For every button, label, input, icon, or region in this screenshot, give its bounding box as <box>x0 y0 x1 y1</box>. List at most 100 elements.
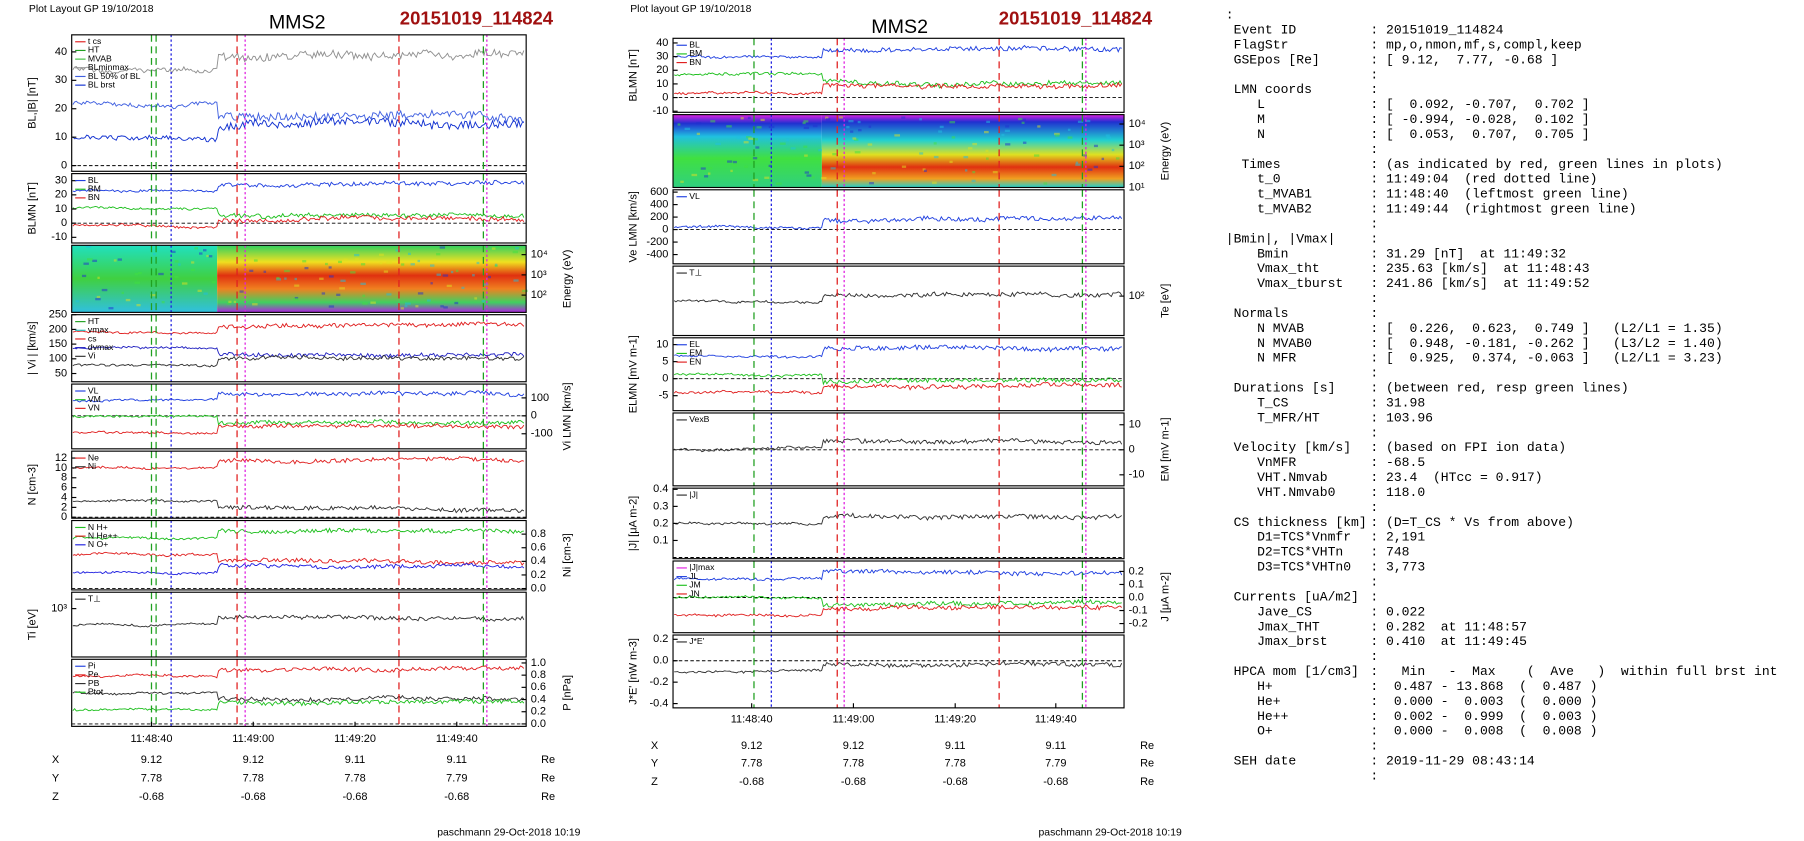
listing-key: D3=TCS*VHTn0 <box>1226 560 1351 575</box>
footer: paschmann 29-Oct-2018 10:19 <box>1039 828 1182 839</box>
spectrogram-speckle <box>691 173 698 177</box>
spectrogram-speckle <box>161 301 165 304</box>
spectrogram-speckle <box>830 167 836 170</box>
listing-value: : 0.000 - 0.008 ( 0.008 ) <box>1370 724 1597 739</box>
y-tick-label: 5 <box>662 356 668 368</box>
spectrogram-speckle <box>252 303 258 306</box>
spectrogram-speckle <box>858 128 862 132</box>
listing-value: : <box>1370 425 1378 440</box>
spectrogram-speckle <box>727 160 733 163</box>
trace <box>72 562 525 576</box>
legend-entry: EM <box>689 348 702 358</box>
spectrogram-speckle <box>276 276 280 280</box>
spectrogram-speckle <box>804 171 810 174</box>
spectrogram-pre <box>673 114 822 188</box>
spectrogram-speckle <box>253 259 258 262</box>
spectrogram-speckle <box>748 137 754 140</box>
spectrogram-speckle <box>225 259 231 262</box>
spectrogram-speckle <box>818 148 822 152</box>
y-tick-label: 10³ <box>51 603 67 615</box>
legend-entry: |J| <box>689 489 698 499</box>
y-tick-label: 4 <box>61 491 67 503</box>
spectrogram-speckle <box>740 117 744 120</box>
ephemeris-unit: Re <box>1140 776 1154 788</box>
ephemeris-value: 9.11 <box>447 754 468 766</box>
spectrogram-speckle <box>158 272 164 276</box>
ephemeris-value: 9.11 <box>1046 740 1067 752</box>
y-tick-label: 0.4 <box>531 555 546 567</box>
y-tick-label: 40 <box>55 46 67 58</box>
panel-background <box>71 592 527 657</box>
y-tick-label: 10⁴ <box>531 249 548 261</box>
ephemeris-value: 9.12 <box>741 740 762 752</box>
ephemeris-unit: Re <box>1140 740 1154 752</box>
spectrogram-speckle <box>852 137 857 140</box>
listing-key: VHT.Nmvab0 <box>1226 485 1336 500</box>
trace <box>72 691 525 703</box>
spectrogram-speckle <box>901 116 906 119</box>
legend-entry: N H+ <box>88 522 108 532</box>
spectrogram-speckle <box>476 261 480 265</box>
spectrogram-speckle <box>932 181 937 184</box>
spectrogram-speckle <box>491 247 496 250</box>
listing-value: : 235.63 [km/s] at 11:48:43 <box>1370 261 1589 276</box>
listing-value: : <box>1370 67 1378 82</box>
spectrogram-speckle <box>1055 134 1060 137</box>
spectrogram-speckle <box>455 269 459 273</box>
y-tick-label: 200 <box>650 211 668 223</box>
listing-value: : 11:49:04 (red dotted line) <box>1370 172 1597 187</box>
spectrogram-speckle <box>197 289 202 292</box>
panel-frame <box>672 189 1125 265</box>
trace <box>72 117 525 143</box>
panel-background <box>71 34 527 172</box>
panel-frame <box>71 519 527 591</box>
spectrogram-speckle <box>343 258 348 261</box>
spectrogram-speckle <box>972 142 978 146</box>
spectrogram-speckle <box>432 258 437 262</box>
axis-label: J [μA m-2] <box>1160 572 1172 622</box>
spectrogram-speckle <box>443 306 448 309</box>
ephemeris-value: -0.68 <box>343 791 368 803</box>
trace <box>673 372 1122 386</box>
panel-background <box>673 337 1125 411</box>
y-tick-label: 400 <box>650 199 668 211</box>
listing-value: : [ -0.994, -0.028, 0.102 ] <box>1370 112 1589 127</box>
y-tick-label: 20 <box>55 189 67 201</box>
spectrogram-speckle <box>1005 143 1011 146</box>
legend-entry: Ne <box>88 452 99 462</box>
spectrogram-speckle <box>206 254 209 258</box>
spectrogram-speckle <box>97 276 100 279</box>
ephemeris-axis: Y <box>52 772 60 784</box>
listing-value: : (based on FPI ion data) <box>1370 440 1566 455</box>
legend-entry: VM <box>88 394 101 404</box>
y-tick-label: 0.6 <box>531 542 546 554</box>
spectrogram-speckle <box>825 116 829 119</box>
legend-entry: BL brst <box>88 79 116 89</box>
listing-key: Jave_CS <box>1226 604 1312 619</box>
trace <box>72 100 525 125</box>
spectrogram-speckle <box>96 295 101 299</box>
y-tick-label: 40 <box>656 37 668 49</box>
y-tick-label: 0.3 <box>653 500 668 512</box>
trace <box>72 527 524 541</box>
spectrogram-speckle <box>226 302 231 305</box>
ephemeris-axis: Z <box>651 776 658 788</box>
trace <box>72 551 525 566</box>
axis-label: BLMN [nT] <box>628 49 640 101</box>
trace <box>673 568 1123 582</box>
spectrogram-speckle <box>732 160 737 164</box>
listing-value: : [ 0.092, -0.707, 0.702 ] <box>1370 97 1589 112</box>
legend-entry: HT <box>88 45 100 55</box>
listing-value: : (D=T_CS * Vs from above) <box>1370 515 1574 530</box>
y-tick-label: 0.8 <box>531 528 546 540</box>
spectrogram-speckle <box>846 126 850 129</box>
listing-key: t_MVAB1 <box>1226 187 1312 202</box>
listing-value: : 31.98 <box>1370 395 1425 410</box>
spectrogram-speckle <box>803 120 809 123</box>
axis-label: J*E' [nW m-3] <box>628 638 640 705</box>
legend-entry: Ni <box>88 461 96 471</box>
spectrogram-speckle <box>812 124 818 128</box>
spectrogram-speckle <box>803 145 808 148</box>
y-tick-label: 0.2 <box>531 569 546 581</box>
listing-value: : 0.410 at 11:49:45 <box>1370 634 1527 649</box>
